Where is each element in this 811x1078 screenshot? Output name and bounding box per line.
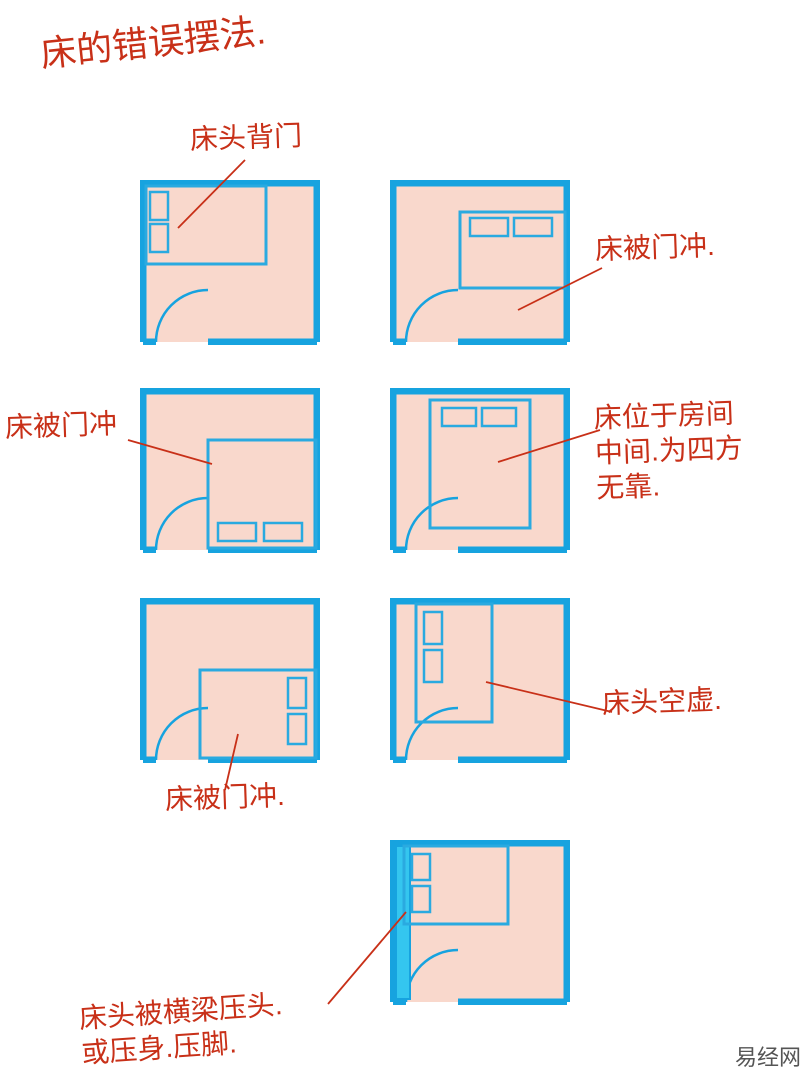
label-r2: 床被门冲. <box>594 228 715 267</box>
label-r6: 床头空虚. <box>601 682 722 721</box>
leader-r4 <box>498 430 600 462</box>
leader-r2 <box>518 268 602 310</box>
label-r3: 床被门冲 <box>4 406 117 445</box>
leaders-overlay <box>0 0 811 1078</box>
leader-r3 <box>128 440 212 464</box>
watermark: 易经网 <box>735 1040 801 1072</box>
leader-r1 <box>178 160 245 228</box>
label-r7: 床头被横梁压头. 或压身.压脚. <box>78 987 286 1071</box>
label-r5: 床被门冲. <box>164 778 285 817</box>
label-r4: 床位于房间 中间.为四方 无靠. <box>593 395 744 505</box>
label-r1: 床头背门 <box>189 118 302 157</box>
leader-r6 <box>486 682 612 712</box>
leader-r7 <box>328 912 406 1004</box>
